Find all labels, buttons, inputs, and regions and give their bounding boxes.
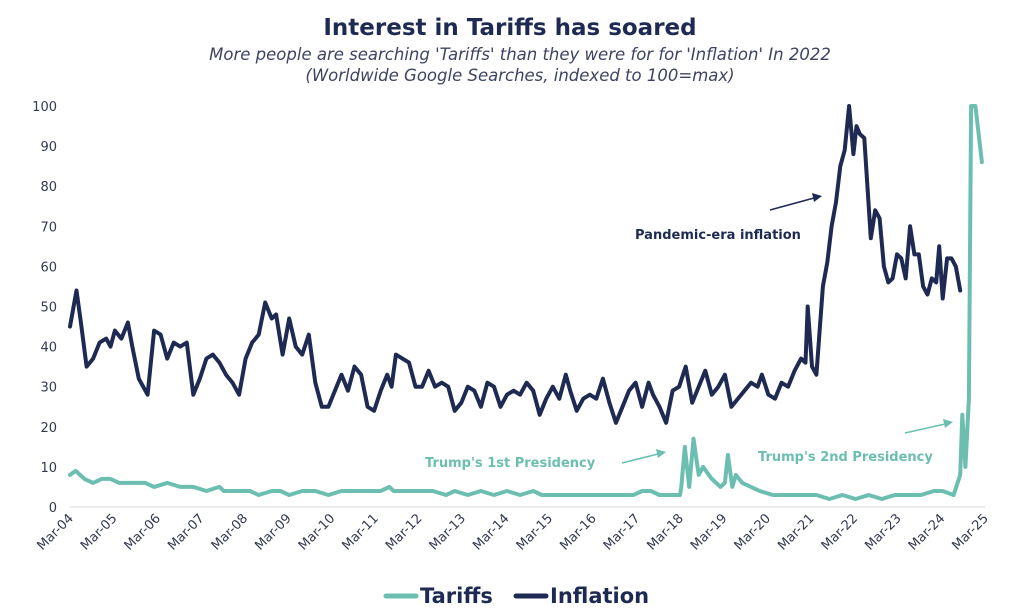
x-tick-label: Mar-25 <box>949 511 991 553</box>
x-tick-label: Mar-12 <box>383 511 425 553</box>
arrow-trump-second-icon <box>904 419 953 434</box>
arrow-trump-first-icon <box>621 449 666 464</box>
y-tick-label: 20 <box>40 421 57 436</box>
y-tick-label: 100 <box>32 100 57 115</box>
x-tick-label: Mar-22 <box>819 511 861 553</box>
y-tick-label: 90 <box>40 140 57 155</box>
chart-subtitle-line2: (Worldwide Google Searches, indexed to 1… <box>305 66 734 85</box>
x-tick-label: Mar-24 <box>906 511 948 553</box>
y-tick-label: 30 <box>40 381 57 396</box>
y-tick-label: 0 <box>49 501 57 516</box>
x-tick-label: Mar-13 <box>427 511 469 553</box>
x-tick-label: Mar-21 <box>775 511 817 553</box>
annotation-pandemic-inflation: Pandemic-era inflation <box>635 228 801 243</box>
arrow-pandemic-icon <box>769 193 822 211</box>
legend-label-tariffs: Tariffs <box>420 584 493 608</box>
annotation-trump-first: Trump's 1st Presidency <box>425 456 596 471</box>
x-tick-label: Mar-23 <box>862 511 904 553</box>
x-tick-label: Mar-08 <box>209 511 251 553</box>
x-tick-label: Mar-14 <box>470 511 512 553</box>
y-tick-label: 10 <box>40 461 57 476</box>
x-tick-label: Mar-11 <box>339 511 381 553</box>
y-tick-label: 80 <box>40 180 57 195</box>
annotation-trump-second: Trump's 2nd Presidency <box>758 450 933 465</box>
legend: Tariffs Inflation <box>383 584 649 608</box>
x-tick-label: Mar-16 <box>557 511 599 553</box>
y-tick-label: 70 <box>40 220 57 235</box>
x-tick-label: Mar-10 <box>296 511 338 553</box>
y-tick-label: 60 <box>40 260 57 275</box>
x-tick-label: Mar-17 <box>601 511 643 553</box>
x-axis: Mar-04 Mar-05 Mar-06 Mar-07 Mar-08 Mar-09 Mar-… <box>34 511 991 553</box>
x-tick-label: Mar-19 <box>688 511 730 553</box>
x-tick-label: Mar-05 <box>78 511 120 553</box>
x-tick-label: Mar-06 <box>122 511 164 553</box>
x-tick-label: Mar-04 <box>34 511 76 553</box>
series-layer <box>68 104 984 501</box>
x-tick-label: Mar-18 <box>644 511 686 553</box>
x-tick-label: Mar-07 <box>165 511 207 553</box>
y-axis: 0 10 20 30 40 50 60 70 80 90 100 <box>32 100 57 516</box>
x-tick-label: Mar-20 <box>732 511 774 553</box>
series-line-tariffs <box>68 104 984 501</box>
series-line-inflation <box>68 104 963 425</box>
x-tick-label: Mar-09 <box>252 511 294 553</box>
y-tick-label: 40 <box>40 341 57 356</box>
chart-title: Interest in Tariffs has soared <box>323 15 696 41</box>
x-tick-label: Mar-15 <box>514 511 556 553</box>
legend-label-inflation: Inflation <box>550 584 649 608</box>
y-tick-label: 50 <box>40 301 57 316</box>
chart-subtitle-line1: More people are searching 'Tariffs' than… <box>209 45 831 64</box>
